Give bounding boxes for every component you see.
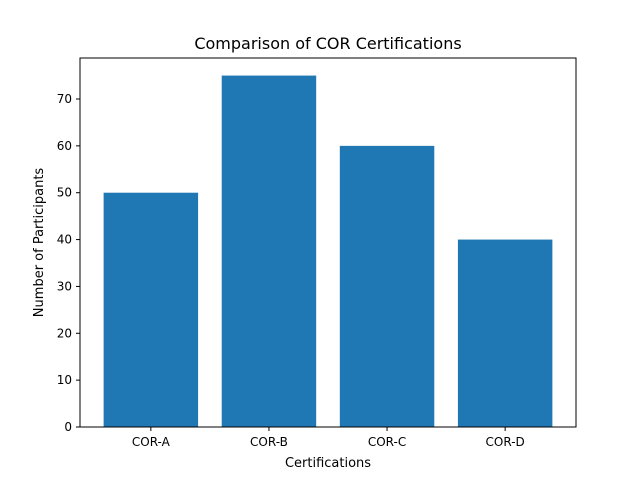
bars-layer [103,75,553,428]
bar-cor-c [339,145,435,427]
x-tick-label: COR-A [132,435,171,449]
y-ticks: 0 10 20 30 40 50 60 70 [57,92,80,434]
y-tick-label: 30 [57,279,72,293]
x-tick-label: COR-C [368,435,406,449]
y-tick-label: 70 [57,92,72,106]
x-tick-label: COR-D [486,435,525,449]
chart-title: Comparison of COR Certifications [194,34,461,53]
bar-cor-b [221,75,317,428]
x-ticks: COR-A COR-B COR-C COR-D [132,427,525,449]
y-tick-label: 60 [57,139,72,153]
x-axis-label: Certifications [285,456,371,471]
y-tick-label: 0 [64,420,72,434]
plot-frame [79,57,577,428]
bar-cor-d [457,239,553,427]
y-axis-label: Number of Participants [32,168,47,318]
y-tick-label: 50 [57,186,72,200]
y-tick-label: 10 [57,373,72,387]
y-tick-label: 40 [57,233,72,247]
bar-cor-a [103,192,199,427]
x-tick-label: COR-B [250,435,288,449]
y-tick-label: 20 [57,326,72,340]
